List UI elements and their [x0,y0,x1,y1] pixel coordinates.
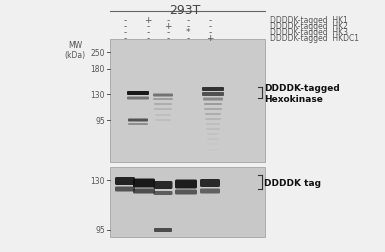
FancyBboxPatch shape [206,123,220,125]
Text: -: - [123,16,127,25]
FancyBboxPatch shape [206,129,220,131]
FancyBboxPatch shape [133,179,155,188]
FancyBboxPatch shape [154,104,172,106]
FancyBboxPatch shape [154,228,172,232]
FancyBboxPatch shape [200,179,220,187]
Text: -: - [186,22,190,31]
Text: 95: 95 [95,226,105,235]
Text: 250: 250 [90,48,105,57]
Text: -: - [146,34,150,43]
FancyBboxPatch shape [202,88,224,92]
Text: -: - [166,28,170,37]
Text: DDDDK-tagged  HK3: DDDDK-tagged HK3 [270,28,348,37]
Text: -: - [123,28,127,37]
FancyBboxPatch shape [204,104,222,106]
FancyBboxPatch shape [115,187,135,192]
FancyBboxPatch shape [205,118,221,120]
FancyBboxPatch shape [127,92,149,96]
Text: -: - [166,34,170,43]
Text: -: - [186,34,190,43]
Text: -: - [146,28,150,37]
FancyBboxPatch shape [115,177,135,185]
Bar [110,167,265,237]
FancyBboxPatch shape [154,191,172,195]
FancyBboxPatch shape [155,119,171,121]
FancyBboxPatch shape [154,181,172,189]
Text: 130: 130 [90,90,105,99]
FancyBboxPatch shape [205,114,221,115]
Text: -: - [166,16,170,25]
FancyBboxPatch shape [200,189,220,194]
FancyBboxPatch shape [154,109,172,111]
FancyBboxPatch shape [207,149,219,151]
Text: 130: 130 [90,176,105,185]
FancyBboxPatch shape [175,180,197,189]
Bar [110,40,265,162]
Text: -: - [123,34,127,43]
FancyBboxPatch shape [203,98,223,101]
FancyBboxPatch shape [155,115,171,116]
Text: +: + [144,16,152,25]
FancyBboxPatch shape [128,123,148,125]
FancyBboxPatch shape [204,109,222,111]
FancyBboxPatch shape [207,143,219,145]
Text: +: + [206,34,214,43]
FancyBboxPatch shape [153,99,173,101]
FancyBboxPatch shape [207,138,219,140]
FancyBboxPatch shape [202,93,224,97]
Text: 180: 180 [90,65,105,74]
Text: DDDDK tag: DDDDK tag [264,178,321,187]
Text: 95: 95 [95,116,105,125]
Text: DDDDK-tagged  HKDC1: DDDDK-tagged HKDC1 [270,34,359,43]
Text: MW
(kDa): MW (kDa) [64,41,85,60]
Text: -: - [123,22,127,31]
FancyBboxPatch shape [127,97,149,100]
Text: -: - [208,28,212,37]
Text: DDDDK-tagged  HK2: DDDDK-tagged HK2 [270,22,348,31]
Text: *: * [186,28,190,37]
FancyBboxPatch shape [128,119,148,122]
Text: -: - [208,16,212,25]
Text: DDDDK-tagged  HK1: DDDDK-tagged HK1 [270,16,348,25]
Text: DDDDK-tagged
Hexokinase: DDDDK-tagged Hexokinase [264,84,340,104]
FancyBboxPatch shape [175,190,197,195]
FancyBboxPatch shape [207,134,219,136]
Text: 293T: 293T [169,4,201,17]
FancyBboxPatch shape [133,189,155,194]
FancyBboxPatch shape [153,94,173,97]
Text: -: - [186,16,190,25]
Text: +: + [164,22,172,31]
Text: -: - [146,22,150,31]
Text: -: - [208,22,212,31]
